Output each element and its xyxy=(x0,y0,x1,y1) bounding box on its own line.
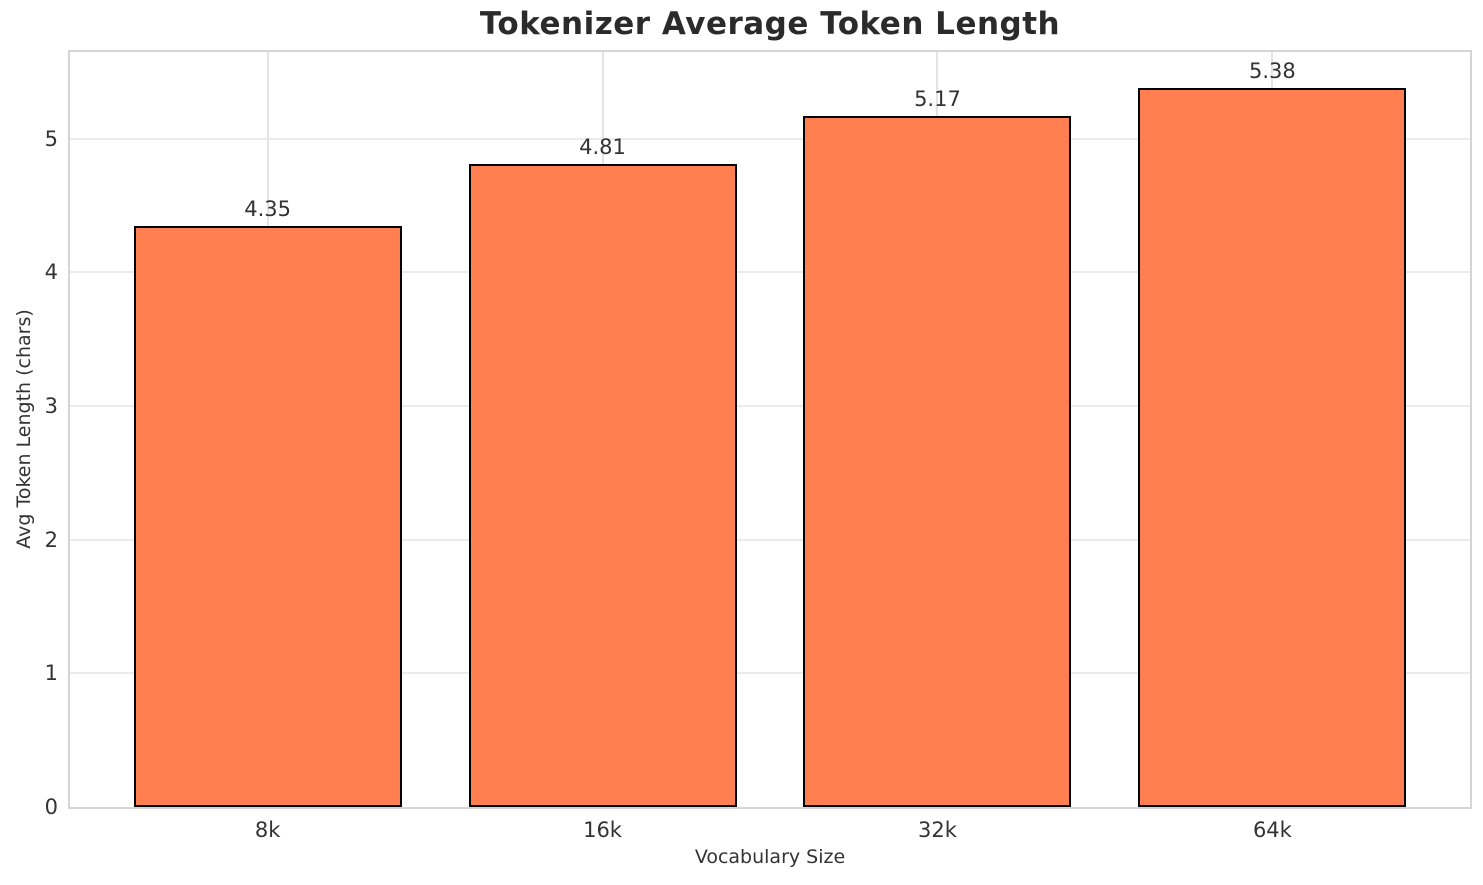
y-tick-label: 5 xyxy=(44,126,58,151)
bar-16k xyxy=(468,164,737,807)
x-axis-label: Vocabulary Size xyxy=(694,846,846,868)
plot-area: 4.35 4.81 5.17 5.38 xyxy=(70,52,1470,807)
y-gridline xyxy=(70,405,1470,408)
bar-value-label: 5.38 xyxy=(1249,59,1296,84)
bar-value-label: 4.81 xyxy=(579,135,626,160)
y-tick-label: 2 xyxy=(44,527,58,552)
y-tick-label: 4 xyxy=(44,260,58,285)
y-gridline xyxy=(70,538,1470,541)
x-tick-label: 64k xyxy=(1252,818,1292,842)
bar-64k xyxy=(1138,88,1407,807)
y-tick-label: 3 xyxy=(44,394,58,419)
plot-border xyxy=(68,50,1472,809)
bar-value-label: 4.35 xyxy=(244,196,291,221)
x-tick-label: 8k xyxy=(254,818,281,842)
y-tick-label: 1 xyxy=(44,661,58,686)
y-gridline xyxy=(70,137,1470,140)
chart-title: Tokenizer Average Token Length xyxy=(479,6,1061,42)
bar-8k xyxy=(133,225,402,807)
y-gridline xyxy=(70,271,1470,274)
y-gridline xyxy=(70,672,1470,675)
x-tick-label: 32k xyxy=(918,818,957,842)
bar-value-label: 5.17 xyxy=(914,87,961,112)
y-tick-label: 0 xyxy=(44,795,58,819)
y-axis-label: Avg Token Length (chars) xyxy=(13,309,35,549)
x-tick-label: 16k xyxy=(583,818,622,842)
bar-32k xyxy=(803,116,1072,807)
